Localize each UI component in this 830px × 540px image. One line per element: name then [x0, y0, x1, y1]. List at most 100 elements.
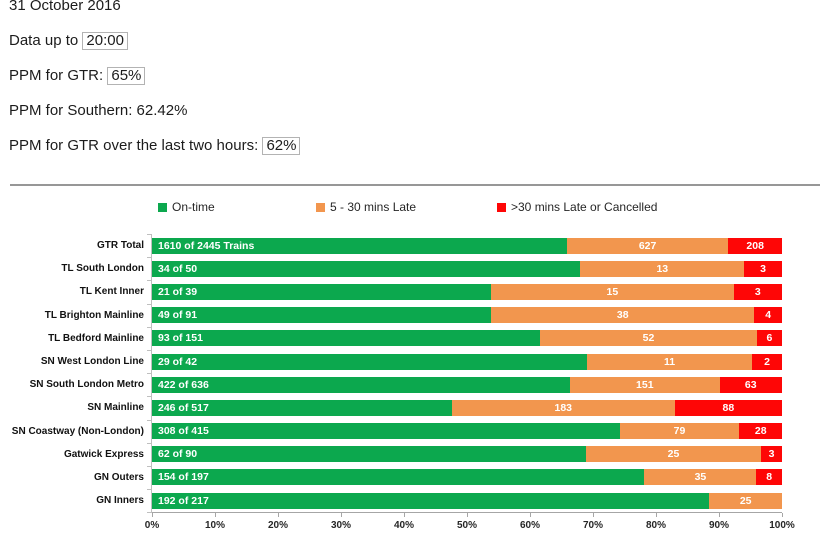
chart-row: SN South London Metro 422 of 636 151 63 — [30, 373, 782, 396]
chart-row: SN Coastway (Non-London) 308 of 415 79 28 — [12, 420, 782, 443]
cancelled-segment: 28 — [739, 423, 782, 440]
category-axis-tick — [147, 280, 152, 282]
late-segment: 25 — [709, 492, 782, 509]
on-time-segment: 34 of 50 — [152, 260, 581, 277]
on-time-segment: 62 of 90 — [152, 446, 586, 463]
category-label: GN Inners — [96, 495, 144, 507]
on-time-segment: 192 of 217 — [152, 492, 710, 509]
chart-row: TL Kent Inner 21 of 39 15 3 — [80, 280, 782, 303]
legend-item-late: 5 - 30 mins Late — [316, 200, 416, 214]
data-up-to-value: 20:00 — [82, 32, 128, 50]
ppm-gtr-two-hours-label: PPM for GTR over the last two hours: — [9, 137, 259, 154]
ppm-southern-line: PPM for Southern: 62.42% — [9, 102, 188, 119]
x-axis-tick-label: 70% — [582, 520, 604, 532]
chart-row: GN Outers 154 of 197 35 8 — [94, 466, 782, 489]
chart-legend: On-time 5 - 30 mins Late >30 mins Late o… — [0, 200, 830, 214]
on-time-segment: 154 of 197 — [152, 469, 645, 486]
category-axis-tick — [147, 234, 152, 235]
on-time-segment: 308 of 415 — [152, 423, 620, 440]
late-segment: 13 — [580, 260, 745, 277]
x-axis-tick-label: 90% — [708, 520, 730, 532]
cancelled-segment: 88 — [674, 399, 782, 416]
x-axis-tick — [215, 513, 216, 518]
stacked-bar: 1610 of 2445 Trains 627 208 — [152, 237, 782, 254]
cancelled-segment: 8 — [756, 469, 782, 486]
ppm-gtr-line: PPM for GTR: 65% — [9, 67, 830, 85]
x-axis-tick-label: 0% — [144, 520, 160, 532]
category-label: TL South London — [61, 263, 144, 275]
on-time-segment: 29 of 42 — [152, 353, 587, 370]
on-time-segment: 49 of 91 — [152, 307, 492, 324]
chart-plot: GTR Total 1610 of 2445 Trains 627 208 TL Sou… — [12, 234, 782, 514]
late-segment: 15 — [491, 283, 734, 300]
cancelled-segment: 4 — [754, 307, 782, 324]
category-label: GTR Total — [96, 240, 144, 252]
chart-row: Gatwick Express 62 of 90 25 3 — [64, 443, 782, 466]
category-axis-tick — [147, 303, 152, 305]
ppm-gtr-label: PPM for GTR: — [9, 67, 104, 84]
ppm-gtr-value: 65% — [107, 67, 146, 85]
x-axis-tick — [782, 513, 783, 518]
report-date: 31 October 2016 — [9, 0, 121, 14]
cancelled-segment: 6 — [756, 330, 782, 347]
category-label: TL Kent Inner — [79, 286, 144, 298]
cancelled-segment: 3 — [744, 260, 782, 277]
x-axis-tick-label: 80% — [645, 520, 667, 532]
x-axis-tick — [656, 513, 657, 518]
stacked-bar: 422 of 636 151 63 — [152, 376, 782, 393]
late-legend-marker-icon — [316, 202, 325, 212]
cancelled-segment: 63 — [719, 376, 782, 393]
chart-row: SN Mainline 246 of 517 183 88 — [87, 396, 782, 419]
stacked-bar: 29 of 42 11 2 — [152, 353, 782, 370]
x-axis-tick-label: 30% — [330, 520, 352, 532]
category-axis-tick — [147, 466, 152, 467]
report-header: 31 October 2016 Data up to 20:00 PPM for… — [0, 0, 830, 155]
ppm-gtr-two-hours-value: 62% — [262, 137, 301, 155]
category-label: SN Mainline — [87, 402, 144, 414]
chart: On-time 5 - 30 mins Late >30 mins Late o… — [0, 200, 830, 535]
x-axis-tick — [593, 513, 594, 518]
late-segment: 11 — [587, 353, 752, 370]
stacked-bar: 154 of 197 35 8 — [152, 469, 782, 486]
stacked-bar: 308 of 415 79 28 — [152, 423, 782, 440]
x-axis-tick — [719, 513, 720, 518]
chart-row: TL Brighton Mainline 49 of 91 38 4 — [45, 304, 782, 327]
x-axis-tick-label: 60% — [519, 520, 541, 532]
chart-row: GTR Total 1610 of 2445 Trains 627 208 — [97, 234, 782, 257]
late-segment: 35 — [644, 469, 757, 486]
stacked-bar: 192 of 217 25 — [152, 492, 782, 509]
legend-label-cancelled: >30 mins Late or Cancelled — [511, 200, 658, 214]
chart-row: TL South London 34 of 50 13 3 — [61, 257, 782, 280]
x-axis-tick — [278, 513, 279, 518]
late-segment: 25 — [585, 446, 761, 463]
legend-label-on-time: On-time — [172, 200, 215, 214]
x-axis-tick — [341, 513, 342, 518]
legend-label-late: 5 - 30 mins Late — [330, 200, 417, 214]
stacked-bar: 246 of 517 183 88 — [152, 399, 782, 416]
late-segment: 151 — [570, 376, 720, 393]
category-label: TL Bedford Mainline — [48, 332, 144, 344]
stacked-bar: 21 of 39 15 3 — [152, 283, 782, 300]
category-axis-tick — [147, 442, 152, 444]
category-axis-tick — [147, 512, 152, 514]
legend-item-cancelled: >30 mins Late or Cancelled — [497, 200, 657, 214]
category-axis-tick — [147, 489, 152, 491]
x-axis-tick — [404, 513, 405, 518]
cancelled-segment: 2 — [752, 353, 782, 370]
category-axis-tick — [147, 350, 152, 351]
stacked-bar: 49 of 91 38 4 — [152, 307, 782, 324]
chart-row: SN West London Line 29 of 42 11 2 — [41, 350, 782, 373]
stacked-bar: 93 of 151 52 6 — [152, 330, 782, 347]
on-time-segment: 21 of 39 — [152, 283, 492, 300]
late-segment: 627 — [566, 237, 729, 254]
x-axis-tick-label: 50% — [456, 520, 478, 532]
on-time-segment: 1610 of 2445 Trains — [152, 237, 567, 254]
category-label: SN West London Line — [40, 356, 144, 368]
on-time-segment: 422 of 636 — [152, 376, 571, 393]
cancelled-segment: 3 — [760, 446, 782, 463]
data-up-to-label: Data up to — [9, 32, 79, 49]
ppm-gtr-two-hours-line: PPM for GTR over the last two hours: 62% — [9, 137, 830, 155]
x-axis-tick-label: 100% — [769, 520, 795, 532]
legend-item-on-time: On-time — [158, 200, 215, 214]
late-segment: 183 — [451, 399, 675, 416]
